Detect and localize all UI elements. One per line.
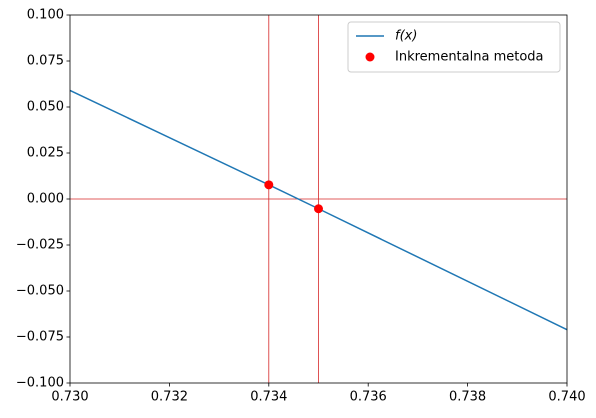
- point: [314, 204, 323, 214]
- legend-box: [347, 21, 561, 73]
- y-tick-label: 0.050: [27, 100, 64, 115]
- x-tick-label: 0.738: [449, 390, 486, 405]
- legend-marker: [365, 52, 375, 62]
- x-tick-label: 0.736: [350, 390, 387, 405]
- y-tick-label: 0.100: [27, 8, 64, 23]
- y-tick-label: −0.100: [16, 376, 64, 391]
- legend-label: f(x): [395, 29, 417, 44]
- y-tick-label: −0.025: [16, 238, 64, 253]
- x-tick-label: 0.734: [250, 390, 287, 405]
- line: [69, 89, 568, 331]
- x-tick-label: 0.732: [151, 390, 188, 405]
- y-tick-label: 0.000: [27, 192, 64, 207]
- x-tick-label: 0.740: [548, 390, 585, 405]
- y-tick-label: 0.075: [27, 54, 64, 69]
- y-tick-label: 0.025: [27, 146, 64, 161]
- y-tick-label: −0.050: [16, 284, 64, 299]
- legend-label: Inkrementalna metoda: [395, 50, 544, 65]
- y-tick-label: −0.075: [16, 330, 64, 345]
- x-tick-label: 0.730: [51, 390, 88, 405]
- point: [264, 180, 274, 190]
